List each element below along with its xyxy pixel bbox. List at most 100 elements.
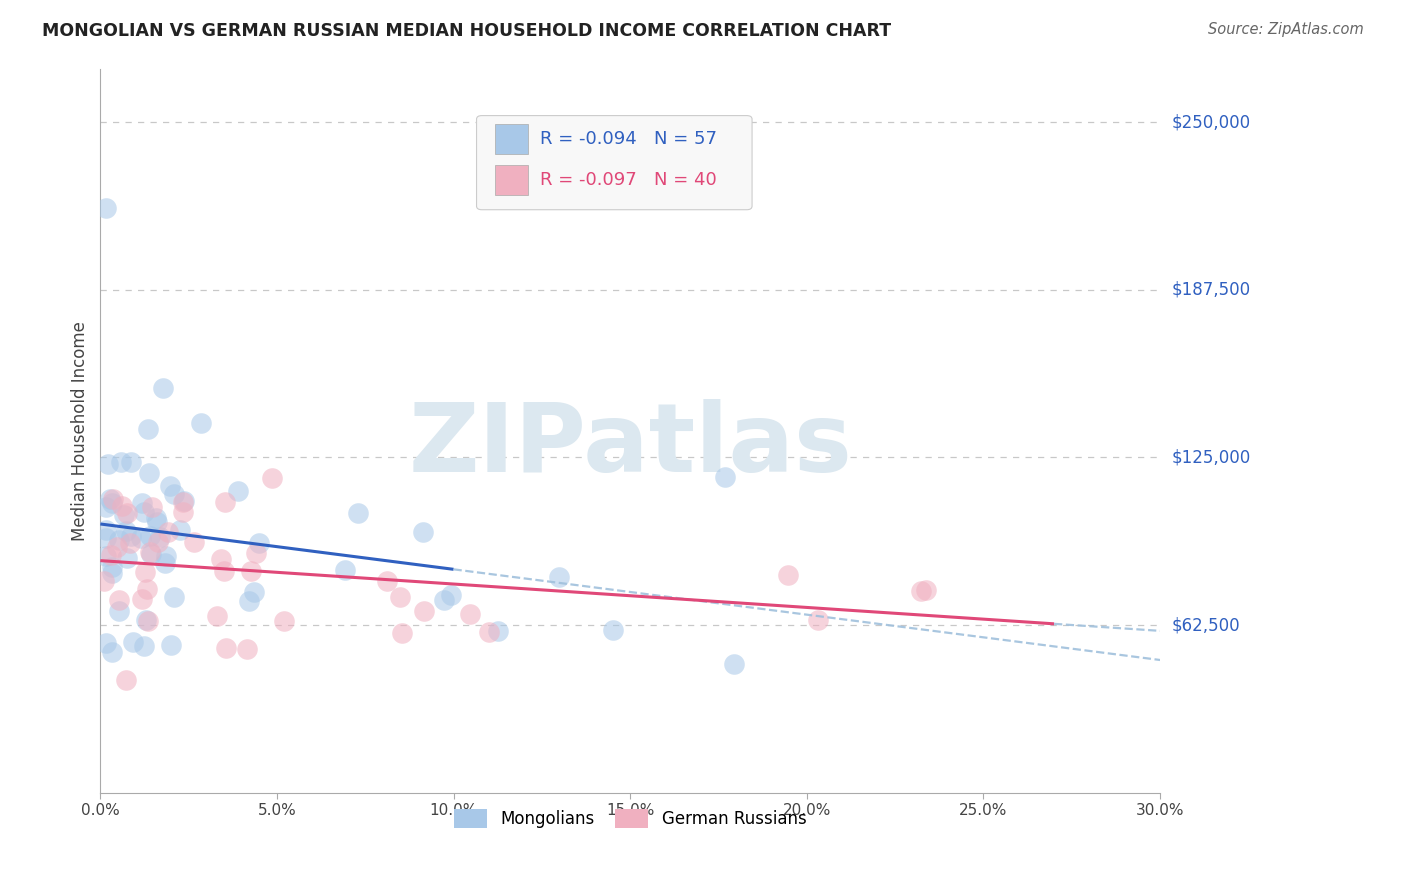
Point [100,566,122,581]
Point [107,604,129,618]
Point [100,560,122,574]
Point [145,511,167,525]
Point [136,614,159,628]
Point [94,636,117,650]
Point [120,455,142,469]
Text: R = -0.097   N = 40: R = -0.097 N = 40 [540,171,717,189]
Point [333,563,356,577]
Point [173,493,195,508]
Point [776,568,799,582]
Point [602,623,624,637]
Point [136,422,159,436]
Point [134,566,156,580]
Point [100,548,122,562]
Point [136,582,159,596]
Point [486,624,509,639]
Point [122,635,145,649]
Point [346,507,368,521]
Point [215,641,238,656]
Point [115,551,138,566]
Point [440,588,463,602]
Point [209,552,232,566]
Point [111,499,134,513]
Point [157,525,180,540]
Point [141,500,163,515]
Point [260,471,283,485]
Point [243,585,266,599]
Point [131,496,153,510]
Point [155,549,177,563]
Point [139,544,162,558]
Point [723,657,745,672]
Point [98,491,121,506]
Point [412,603,434,617]
Point [120,529,142,543]
Point [160,638,183,652]
Point [94,201,117,215]
Point [910,584,932,599]
Point [146,534,169,549]
Point [205,609,228,624]
Point [115,506,138,520]
Point [101,645,124,659]
Point [190,416,212,430]
Point [115,673,138,687]
Point [107,540,129,554]
Point [110,455,132,469]
Point [172,505,194,519]
Point [103,492,125,507]
Text: Source: ZipAtlas.com: Source: ZipAtlas.com [1208,22,1364,37]
Point [134,640,156,654]
Point [118,536,141,550]
Text: $187,500: $187,500 [1171,281,1250,299]
Bar [495,124,529,154]
Point [238,594,260,608]
Text: R = -0.094   N = 57: R = -0.094 N = 57 [540,129,717,148]
Point [412,524,434,539]
Point [100,496,122,510]
Legend: Mongolians, German Russians: Mongolians, German Russians [447,803,813,835]
Point [183,534,205,549]
Point [135,614,157,628]
Point [226,484,249,499]
Point [713,470,735,484]
Point [146,515,169,529]
Point [214,495,236,509]
Point [129,531,152,545]
Point [163,486,186,500]
Text: ZIPatlas: ZIPatlas [408,399,852,491]
Point [132,505,155,519]
Point [149,530,172,544]
Point [172,495,194,509]
Text: $62,500: $62,500 [1171,616,1240,634]
Point [245,546,267,560]
Point [433,593,456,607]
Point [159,479,181,493]
Point [112,508,135,523]
Point [375,574,398,588]
Point [94,532,117,546]
Point [247,536,270,550]
Point [108,593,131,607]
Point [94,500,117,514]
Point [93,574,115,588]
Y-axis label: Median Household Income: Median Household Income [72,320,89,541]
Text: MONGOLIAN VS GERMAN RUSSIAN MEDIAN HOUSEHOLD INCOME CORRELATION CHART: MONGOLIAN VS GERMAN RUSSIAN MEDIAN HOUSE… [42,22,891,40]
FancyBboxPatch shape [477,116,752,210]
Point [389,590,412,604]
Point [138,528,160,542]
Point [478,625,501,640]
Point [458,607,481,622]
Point [138,467,160,481]
Text: $125,000: $125,000 [1171,449,1250,467]
Point [115,524,138,539]
Text: $250,000: $250,000 [1171,113,1250,131]
Point [391,625,413,640]
Point [163,591,186,605]
Point [153,556,176,570]
Point [548,570,571,584]
Point [212,564,235,578]
Point [239,564,262,578]
Point [131,592,153,607]
Point [97,457,120,471]
